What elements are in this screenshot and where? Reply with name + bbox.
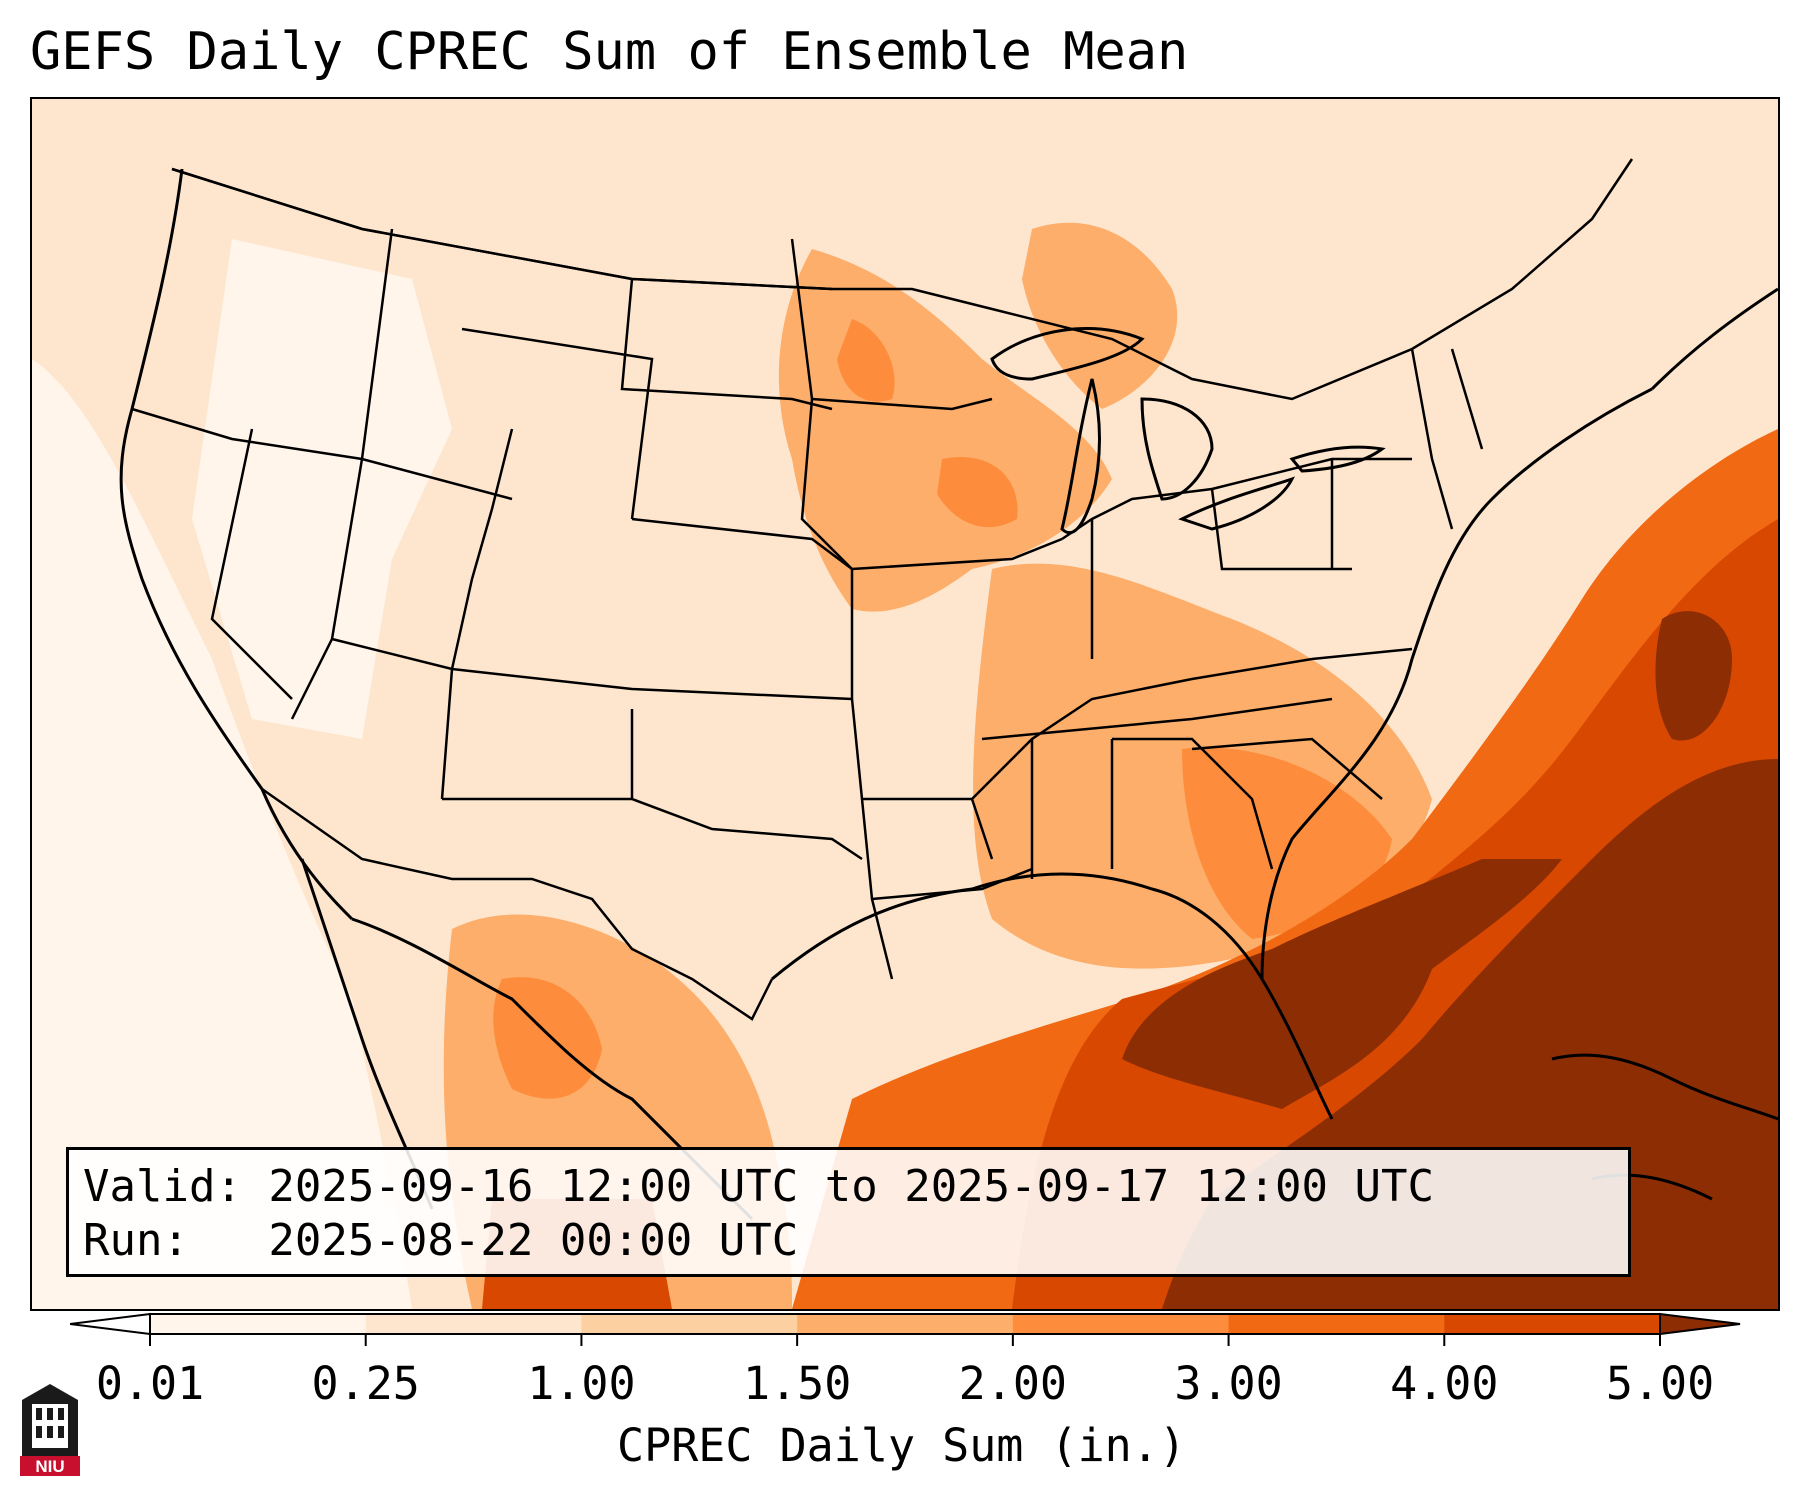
colorbar-bin: [1012, 1314, 1230, 1334]
colorbar-tick-label: 4.00: [1390, 1357, 1499, 1410]
colorbar-bin: [1228, 1314, 1445, 1334]
colorbar-label: CPREC Daily Sum (in.): [617, 1419, 1186, 1472]
canada-border: [171, 158, 1634, 401]
colorbar-tick-label: 1.00: [527, 1357, 636, 1410]
colorbar-tick-label: 0.01: [95, 1357, 205, 1410]
colorbar-bin: [150, 1314, 367, 1334]
precip-zone-great-basin: [192, 239, 452, 739]
colorbar-bin: [365, 1314, 582, 1334]
valid-run-info-box: Valid: 2025-09-16 12:00 UTC to 2025-09-1…: [66, 1147, 1631, 1277]
precip-zone-lake-superior: [1022, 222, 1178, 409]
colorbar-bin: [581, 1314, 798, 1334]
colorbar-under-arrow: [70, 1312, 151, 1336]
precip-zone-iowa-peak: [937, 457, 1018, 528]
colorbar-tick-label: 2.00: [958, 1357, 1068, 1410]
precip-zone-west-coast: [32, 359, 412, 1309]
colorbar-bin: [797, 1314, 1014, 1334]
colorbar-bins: [150, 1314, 1661, 1334]
run-time-text: Run: 2025-08-22 00:00 UTC: [83, 1215, 799, 1266]
colorbar-tick-label: 0.25: [311, 1357, 420, 1410]
colorbar-outline: [149, 1313, 1661, 1335]
precipitation-map: [32, 99, 1778, 1309]
colorbar-tick-label: 3.00: [1174, 1357, 1283, 1410]
colorbar-tick-label: 1.50: [742, 1357, 852, 1410]
colorbar: [70, 1312, 1741, 1346]
valid-time-text: Valid: 2025-09-16 12:00 UTC to 2025-09-1…: [83, 1161, 1435, 1212]
great-lakes: [990, 327, 1386, 535]
precip-zone-georgia: [1182, 747, 1392, 939]
niu-logo-banner: [20, 1456, 80, 1476]
precip-zone-gulf-max: [1122, 859, 1562, 1109]
university-building-icon: [22, 1384, 78, 1456]
colorbar-bin: [1444, 1314, 1661, 1334]
map-panel: [30, 97, 1780, 1311]
colorbar-over-arrow: [1659, 1312, 1741, 1336]
niu-logo: NIU: [20, 1384, 80, 1476]
mexico-border: [261, 787, 774, 1021]
precip-zone-minnesota-peak: [837, 319, 895, 402]
precip-zone-offshore-peak: [1655, 611, 1732, 741]
map-title: GEFS Daily CPREC Sum of Ensemble Mean: [30, 22, 1189, 82]
colorbar-tick-label: 5.00: [1605, 1357, 1715, 1410]
colorbar-ticks: [149, 1334, 1661, 1346]
niu-logo-text: NIU: [35, 1457, 64, 1476]
